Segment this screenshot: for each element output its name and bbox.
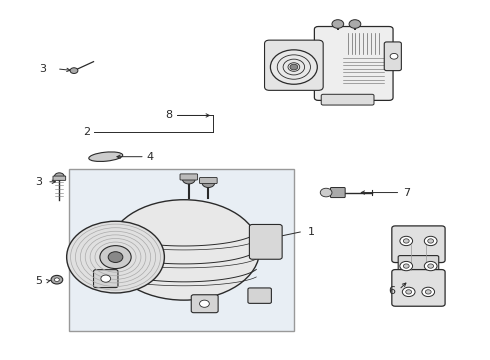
Circle shape: [403, 239, 409, 243]
Text: 1: 1: [307, 227, 315, 237]
FancyBboxPatch shape: [398, 256, 439, 277]
Text: 4: 4: [146, 152, 153, 162]
Ellipse shape: [89, 152, 122, 162]
Circle shape: [390, 53, 398, 59]
Text: 8: 8: [166, 111, 173, 121]
Circle shape: [422, 287, 435, 297]
FancyBboxPatch shape: [249, 225, 282, 259]
Circle shape: [400, 236, 413, 246]
FancyBboxPatch shape: [248, 288, 271, 303]
Circle shape: [403, 264, 409, 268]
FancyBboxPatch shape: [180, 174, 197, 180]
Circle shape: [424, 261, 437, 271]
Circle shape: [428, 264, 434, 268]
Circle shape: [402, 287, 415, 297]
Circle shape: [428, 239, 434, 243]
Circle shape: [406, 290, 412, 294]
Text: 3: 3: [39, 64, 46, 74]
Circle shape: [202, 178, 215, 188]
Circle shape: [290, 64, 298, 70]
Text: 2: 2: [83, 127, 90, 136]
Circle shape: [101, 275, 111, 282]
FancyBboxPatch shape: [384, 42, 401, 71]
Circle shape: [100, 246, 131, 269]
Bar: [69, 169, 294, 330]
Text: 7: 7: [403, 188, 410, 198]
FancyBboxPatch shape: [315, 27, 393, 100]
Circle shape: [400, 261, 413, 271]
Circle shape: [54, 278, 59, 282]
FancyBboxPatch shape: [392, 270, 445, 306]
FancyBboxPatch shape: [94, 270, 118, 288]
Circle shape: [424, 236, 437, 246]
Circle shape: [108, 252, 123, 262]
Circle shape: [270, 50, 318, 84]
Circle shape: [54, 173, 64, 180]
FancyBboxPatch shape: [331, 188, 345, 198]
Circle shape: [70, 68, 78, 73]
Text: 3: 3: [35, 177, 42, 187]
Circle shape: [182, 175, 195, 184]
FancyBboxPatch shape: [392, 226, 445, 262]
FancyBboxPatch shape: [53, 176, 66, 180]
Circle shape: [332, 20, 343, 28]
FancyBboxPatch shape: [265, 40, 323, 90]
Circle shape: [320, 188, 332, 197]
Circle shape: [199, 300, 209, 307]
Text: 5: 5: [35, 276, 42, 286]
FancyBboxPatch shape: [191, 295, 218, 313]
Ellipse shape: [108, 200, 260, 300]
Text: 6: 6: [388, 286, 395, 296]
FancyBboxPatch shape: [199, 177, 217, 184]
FancyBboxPatch shape: [321, 94, 374, 105]
Circle shape: [425, 290, 431, 294]
Text: 8: 8: [88, 261, 95, 271]
Circle shape: [51, 275, 63, 284]
Circle shape: [67, 221, 164, 293]
Circle shape: [349, 20, 361, 28]
